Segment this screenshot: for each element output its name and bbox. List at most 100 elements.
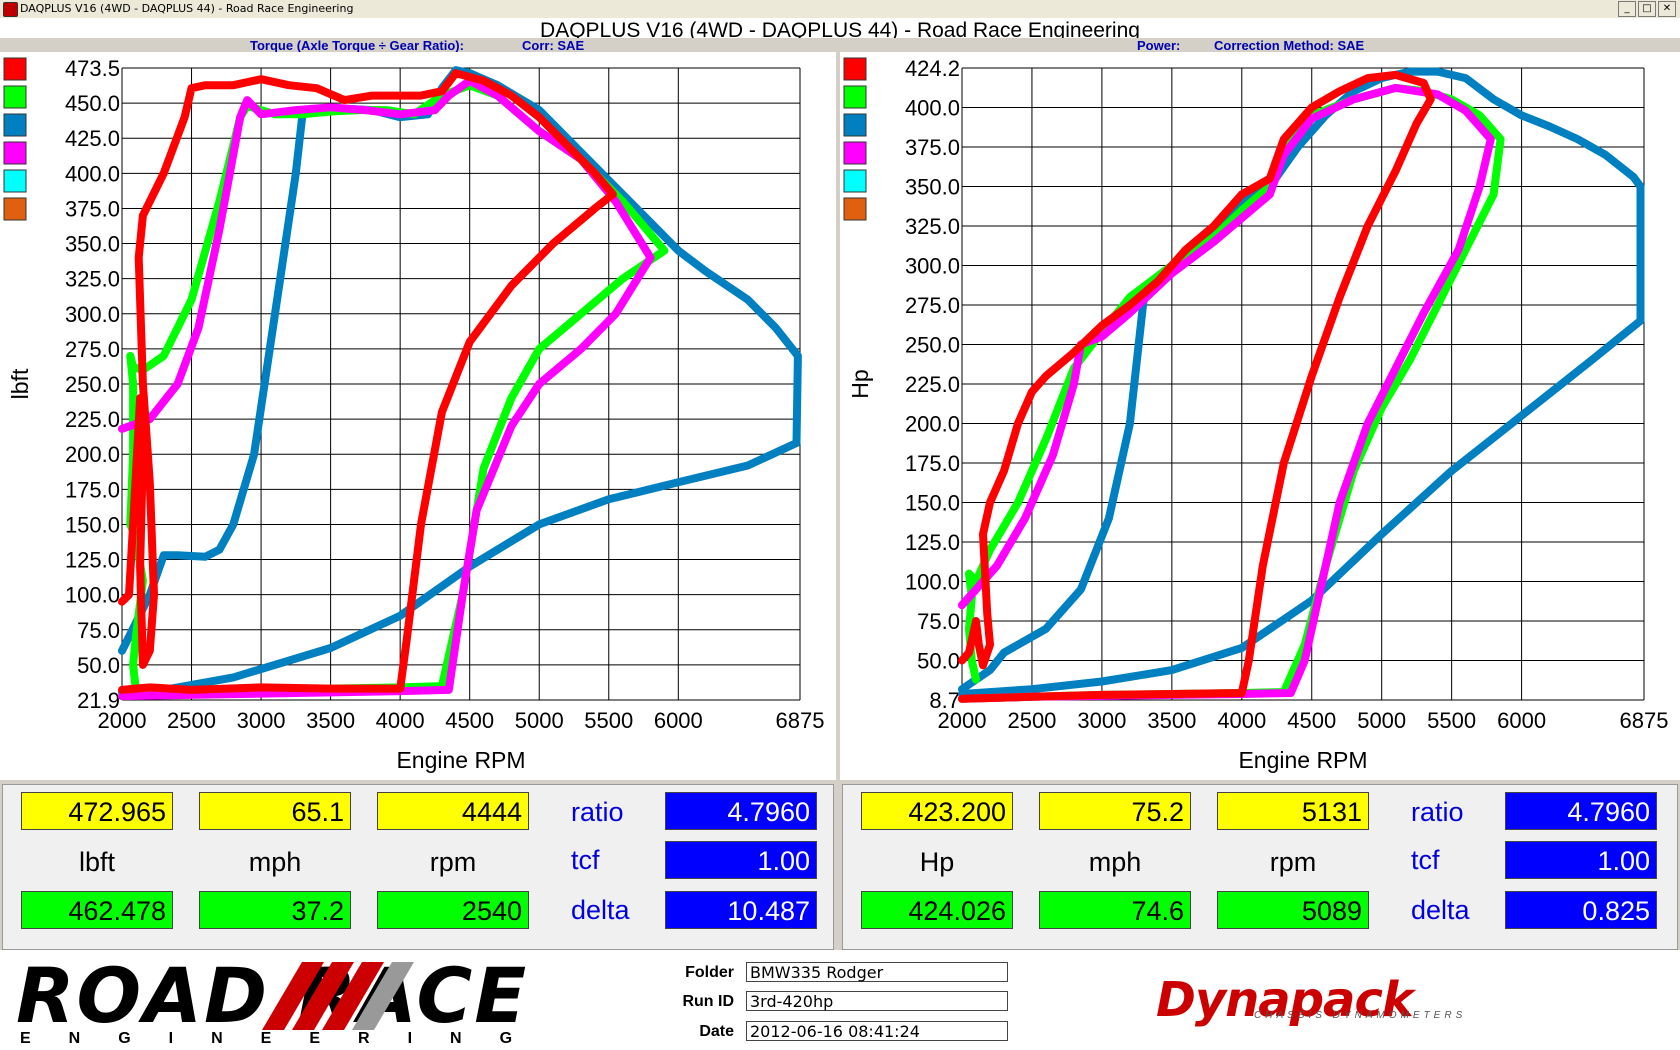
power-cursor-rpm: 5131 — [1217, 792, 1369, 830]
torque-rpm-label: rpm — [429, 847, 477, 877]
torque-compare-value: 462.478 — [21, 891, 173, 929]
chart-background — [0, 52, 836, 780]
torque-unit-label: lbft — [78, 847, 116, 877]
x-tick-label: 6000 — [654, 708, 703, 733]
x-tick-label: 3500 — [1147, 708, 1196, 733]
x-tick-label: 4000 — [1217, 708, 1266, 733]
runid-label: Run ID — [682, 993, 734, 1010]
power-delta-value: 0.825 — [1505, 891, 1657, 929]
y-tick-label: 100.0 — [905, 570, 960, 595]
legend-swatch[interactable] — [3, 197, 27, 221]
y-axis-label: Hp — [847, 369, 873, 398]
legend-swatch[interactable] — [3, 85, 27, 109]
y-tick-label: 125.0 — [65, 548, 120, 573]
power-ratio-label: ratio — [1411, 797, 1464, 827]
y-tick-label: 325.0 — [905, 214, 960, 239]
logo-stripes — [262, 962, 414, 1030]
y-tick-label: 200.0 — [65, 442, 120, 467]
power-ratio-value: 4.7960 — [1505, 792, 1657, 830]
x-tick-label: 3000 — [1077, 708, 1126, 733]
window-titlebar: DAQPLUS V16 (4WD - DAQPLUS 44) - Road Ra… — [0, 0, 1680, 19]
legend-swatch[interactable] — [3, 57, 27, 81]
legend-swatch[interactable] — [843, 113, 867, 137]
y-tick-label: 100.0 — [65, 583, 120, 608]
power-unit-label: Hp — [919, 847, 955, 877]
power-chart-title: Power: — [1137, 38, 1181, 53]
y-tick-label: 21.9 — [77, 688, 120, 713]
y-tick-label: 50.0 — [77, 653, 120, 678]
legend-swatch[interactable] — [843, 169, 867, 193]
maximize-button[interactable]: □ — [1638, 1, 1656, 17]
y-tick-label: 375.0 — [65, 196, 120, 221]
legend-swatch[interactable] — [843, 85, 867, 109]
y-tick-label: 150.0 — [65, 512, 120, 537]
power-readout-panel: 423.200 75.2 5131 Hp mph rpm 424.026 74.… — [842, 784, 1678, 950]
date-field: 2012-06-16 08:41:24 — [746, 1021, 1008, 1041]
y-tick-label: 225.0 — [905, 372, 960, 397]
chart-background — [840, 52, 1680, 780]
y-tick-label: 325.0 — [65, 267, 120, 292]
legend-swatch[interactable] — [843, 57, 867, 81]
power-chart[interactable]: 2000 2500 3000 3500 4000 4500 5000 5500 6000 6875… — [840, 52, 1680, 780]
y-tick-label: 8.7 — [929, 688, 960, 713]
x-tick-label: 4000 — [376, 708, 425, 733]
x-tick-label: 2500 — [167, 708, 216, 733]
torque-chart-title: Torque (Axle Torque ÷ Gear Ratio): — [250, 38, 464, 53]
power-cursor-mph: 75.2 — [1039, 792, 1191, 830]
torque-ratio-value: 4.7960 — [665, 792, 817, 830]
y-tick-label: 300.0 — [905, 254, 960, 279]
legend-swatch[interactable] — [3, 141, 27, 165]
legend-swatch[interactable] — [3, 113, 27, 137]
folder-label: Folder — [685, 964, 734, 981]
y-tick-label: 400.0 — [905, 96, 960, 121]
series-line-3 — [958, 70, 1435, 703]
legend-swatch[interactable] — [3, 169, 27, 193]
torque-mph-label: mph — [248, 847, 302, 877]
torque-tcf-label: tcf — [571, 845, 600, 875]
y-tick-label: 75.0 — [917, 609, 960, 634]
main-title: DAQPLUS V16 (4WD - DAQPLUS 44) - Road Ra… — [0, 18, 1680, 38]
x-tick-label: 4500 — [445, 708, 494, 733]
power-compare-value: 424.026 — [861, 891, 1013, 929]
power-mph-label: mph — [1088, 847, 1142, 877]
x-tick-label: 6000 — [1497, 708, 1546, 733]
torque-compare-mph: 37.2 — [199, 891, 351, 929]
y-tick-label: 150.0 — [905, 491, 960, 516]
torque-readout-panel: 472.965 65.1 4444 lbft mph rpm 462.478 3… — [2, 784, 834, 950]
power-rpm-label: rpm — [1269, 847, 1317, 877]
power-compare-rpm: 5089 — [1217, 891, 1369, 929]
series-line-3 — [118, 69, 617, 694]
power-delta-label: delta — [1411, 895, 1470, 925]
y-tick-label: 375.0 — [905, 135, 960, 160]
x-tick-label: 3000 — [237, 708, 286, 733]
y-tick-label: 450.0 — [65, 91, 120, 116]
y-tick-label: 250.0 — [905, 333, 960, 358]
torque-compare-rpm: 2540 — [377, 891, 529, 929]
close-button[interactable]: ✕ — [1658, 1, 1676, 17]
x-axis-label: Engine RPM — [1238, 747, 1367, 773]
legend-swatch[interactable] — [843, 141, 867, 165]
y-tick-label: 50.0 — [917, 649, 960, 674]
folder-field: BMW335 Rodger — [746, 962, 1008, 982]
x-tick-label: 6875 — [1620, 708, 1669, 733]
series-line-2 — [118, 76, 655, 701]
x-tick-label: 5000 — [1357, 708, 1406, 733]
y-tick-label: 200.0 — [905, 412, 960, 437]
torque-cursor-value: 472.965 — [21, 792, 173, 830]
legend-swatch[interactable] — [843, 197, 867, 221]
y-tick-label: 175.0 — [65, 477, 120, 502]
minimize-button[interactable]: _ — [1618, 1, 1636, 17]
runid-field: 3rd-420hp — [746, 991, 1008, 1011]
x-tick-label: 4500 — [1287, 708, 1336, 733]
y-tick-label: 300.0 — [65, 302, 120, 327]
y-tick-label: 175.0 — [905, 451, 960, 476]
x-tick-label: 2000 — [938, 708, 987, 733]
torque-delta-value: 10.487 — [665, 891, 817, 929]
torque-tcf-value: 1.00 — [665, 841, 817, 879]
dynapack-logo-sub: CHASSIS DYNAMOMETERS — [1254, 1010, 1467, 1021]
y-tick-label: 225.0 — [65, 407, 120, 432]
torque-chart[interactable]: 2000 2500 3000 3500 4000 4500 5000 5500 6000 6875… — [0, 52, 836, 780]
y-tick-label: 350.0 — [905, 175, 960, 200]
y-tick-label: 75.0 — [77, 618, 120, 643]
y-tick-label: 275.0 — [65, 337, 120, 362]
